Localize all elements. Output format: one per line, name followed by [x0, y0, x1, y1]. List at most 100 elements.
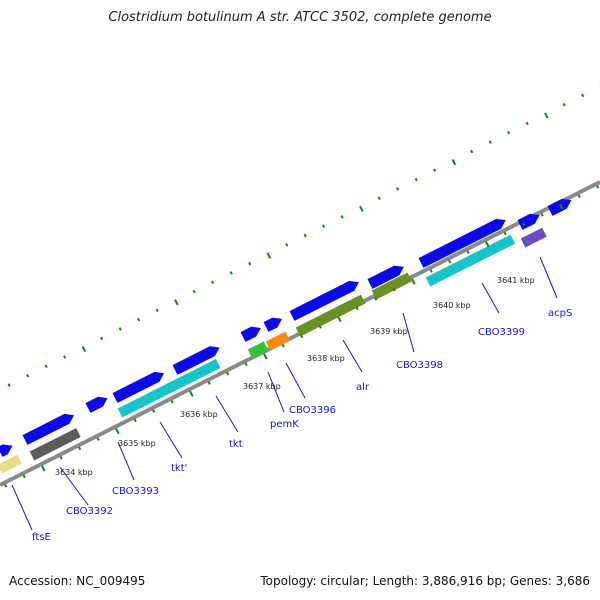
scale-tick: [433, 168, 437, 172]
scale-tick: [78, 446, 82, 451]
scale-tick: [22, 474, 26, 479]
scale-tick: [96, 437, 100, 441]
category-band: [295, 294, 366, 337]
scale-tick: [392, 287, 396, 292]
scale-tick: [7, 383, 11, 387]
forward-cds-arrow: [112, 371, 165, 403]
category-band: [425, 234, 516, 287]
scale-tick: [115, 427, 120, 435]
forward-cds-arrow: [172, 346, 220, 375]
gene-leader: [402, 312, 415, 353]
category-band: [371, 272, 412, 300]
scale-tick: [118, 327, 122, 331]
accession-text: Accession: NC_009495: [9, 574, 146, 588]
scale-tick: [229, 271, 233, 275]
scale-tick: [448, 259, 452, 264]
scale-tick: [266, 252, 272, 259]
forward-cds-arrow: [367, 265, 404, 289]
scale-tick: [4, 484, 8, 488]
category-band: [29, 428, 81, 461]
category-band: [265, 331, 290, 351]
scale-tick: [559, 203, 564, 211]
gene-label: acpS: [548, 308, 572, 319]
forward-cds-arrow: [85, 396, 108, 413]
scale-tick: [59, 455, 63, 460]
scale-tick: [522, 222, 526, 227]
scale-tick: [26, 373, 30, 378]
scale-tick: [155, 308, 159, 313]
scale-tick: [396, 187, 400, 191]
scale-tick: [152, 409, 156, 413]
category-band: [520, 227, 547, 248]
scale-tick: [470, 149, 474, 154]
gene-leader: [215, 395, 239, 433]
scale-tick: [189, 390, 194, 397]
scale-tick: [503, 231, 507, 236]
scale-tick: [411, 278, 416, 285]
scale-tick: [488, 140, 492, 144]
scale-tick: [359, 205, 364, 213]
scale-label: 3634 kbp: [55, 468, 93, 477]
scale-tick: [507, 131, 511, 135]
gene-leader: [159, 421, 183, 459]
outer-tick-marks: [7, 84, 600, 387]
scale-label: 3638 kbp: [307, 354, 345, 363]
scale-tick: [207, 381, 211, 385]
scale-tick: [303, 233, 307, 238]
scale-tick: [226, 371, 230, 376]
scale-tick: [485, 241, 490, 248]
scale-tick: [466, 250, 470, 255]
gene-label: alr: [356, 382, 370, 393]
scale-label: 3636 kbp: [180, 410, 218, 419]
inner-tick-marks: [4, 185, 600, 488]
scale-tick: [414, 177, 418, 182]
scale-tick: [340, 215, 344, 219]
scale-tick: [337, 315, 342, 323]
gene-label: CBO3393: [112, 486, 159, 497]
gene-leader: [267, 371, 285, 413]
scale-tick: [451, 159, 457, 166]
scale-label: 3640 kbp: [433, 301, 471, 310]
scale-label: 3641 kbp: [497, 276, 535, 285]
forward-strand-cds: [0, 198, 572, 457]
scale-tick: [281, 343, 285, 348]
map-title: Clostridium botulinum A str. ATCC 3502, …: [108, 10, 492, 25]
gene-label: CBO3399: [478, 327, 525, 338]
scale-tick: [81, 345, 87, 353]
forward-cds-arrow: [418, 218, 506, 268]
gene-leader: [11, 484, 33, 531]
scale-label: 3639 kbp: [370, 327, 408, 336]
scale-tick: [44, 364, 48, 369]
category-band: [0, 454, 22, 474]
gene-leader: [342, 339, 363, 373]
scale-tick: [377, 196, 381, 200]
scale-tick: [525, 121, 529, 126]
genome-summary-text: Topology: circular; Length: 3,886,916 bp…: [260, 574, 590, 588]
forward-cds-arrow: [263, 317, 283, 332]
scale-tick: [322, 224, 326, 229]
scale-tick: [263, 353, 268, 360]
scale-label: 3637 kbp: [243, 382, 281, 391]
forward-cds-arrow: [547, 198, 572, 216]
scale-tick: [137, 317, 141, 322]
gene-leader: [481, 282, 500, 314]
forward-cds-arrow: [0, 444, 13, 457]
scale-tick: [211, 280, 215, 285]
gene-leader: [59, 466, 89, 506]
forward-cds-arrow: [289, 280, 359, 321]
gene-labels: ftsE CBO3392 CBO3393 tkt' tkt pemK CBO3396 alr C…: [32, 308, 572, 543]
scale-tick: [544, 112, 549, 119]
forward-cds-arrow: [240, 326, 261, 342]
category-band: [117, 358, 221, 418]
scale-tick: [355, 306, 359, 311]
scale-tick: [562, 102, 566, 107]
gene-label: pemK: [270, 419, 299, 430]
scale-tick: [581, 93, 585, 98]
scale-label: 3635 kbp: [118, 439, 156, 448]
scale-tick: [596, 185, 600, 189]
forward-cds-arrow: [517, 213, 540, 230]
scale-tick: [41, 465, 46, 472]
scale-tick: [577, 194, 581, 198]
gene-label: tkt': [171, 463, 187, 474]
scale-tick: [133, 418, 137, 423]
